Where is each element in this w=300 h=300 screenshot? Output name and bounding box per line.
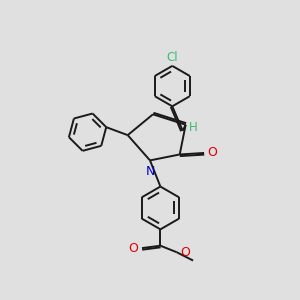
Text: H: H: [189, 121, 198, 134]
Text: O: O: [128, 242, 138, 255]
Text: Cl: Cl: [167, 51, 178, 64]
Text: O: O: [208, 146, 218, 160]
Text: N: N: [146, 165, 155, 178]
Text: O: O: [180, 246, 190, 259]
